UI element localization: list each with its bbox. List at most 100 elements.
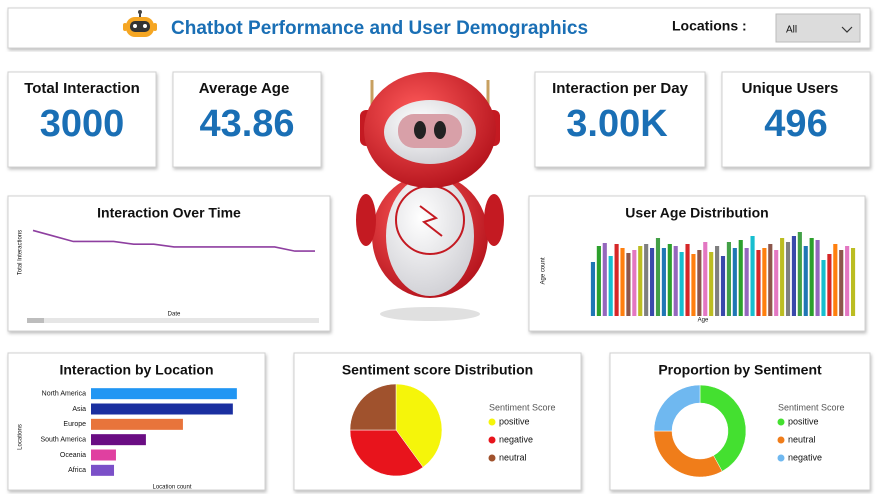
bar (91, 449, 116, 461)
bar (821, 260, 826, 316)
legend-marker (777, 436, 785, 444)
bar (667, 244, 672, 316)
pie-slice (349, 383, 397, 431)
bar (703, 242, 708, 316)
x-axis-label: Date (168, 312, 181, 318)
pie-slice (349, 429, 424, 477)
bar (762, 248, 767, 316)
legend-marker (488, 454, 496, 462)
bar (679, 252, 684, 316)
bar (732, 248, 737, 316)
donut-slice (653, 384, 701, 432)
bar (780, 238, 785, 316)
kpi-value: 496 (764, 103, 827, 145)
bar (791, 236, 797, 316)
y-tick-label: Oceania (60, 452, 86, 459)
legend-title: Sentiment Score (778, 402, 845, 412)
legend-label: negative (788, 452, 822, 462)
bar (845, 246, 850, 316)
card-box (172, 71, 322, 168)
filter-label: Locations : (672, 18, 747, 34)
y-tick-label: Asia (72, 406, 86, 413)
bar (644, 244, 649, 316)
legend-label: positive (788, 416, 819, 426)
bar (750, 236, 755, 316)
bar (697, 250, 702, 316)
card-box (721, 71, 871, 168)
y-tick-label: Africa (68, 467, 86, 474)
bar (726, 242, 731, 316)
bar (661, 248, 666, 316)
bar (685, 244, 690, 316)
kpi-label: Average Age (199, 80, 290, 97)
kpi-label: Unique Users (742, 80, 839, 97)
bar (815, 240, 820, 316)
legend-marker (488, 418, 496, 426)
bar (756, 250, 761, 316)
bar (91, 434, 146, 446)
chart-title: Proportion by Sentiment (658, 362, 822, 378)
legend-label: negative (499, 434, 533, 444)
legend-title: Sentiment Score (489, 402, 556, 412)
line-series (32, 229, 315, 252)
y-tick-label: North America (42, 391, 86, 398)
kpi-value: 3000 (40, 103, 125, 145)
kpi-value: 43.86 (199, 103, 294, 145)
bar (608, 256, 613, 316)
scrollbar (27, 318, 319, 323)
bar (632, 250, 637, 316)
kpi-label: Interaction per Day (552, 80, 689, 97)
bar (691, 254, 696, 316)
bar (626, 253, 631, 316)
scrollbar-thumb[interactable] (27, 318, 44, 323)
bar (809, 238, 814, 316)
y-tick-label: South America (40, 437, 86, 444)
kpi-card: Unique Users 496 (721, 71, 871, 168)
chart-title: User Age Distribution (625, 205, 768, 221)
legend-label: neutral (499, 452, 527, 462)
bar (91, 388, 237, 400)
bar (91, 464, 115, 476)
bar (785, 242, 791, 316)
dropdown-arrow[interactable] (841, 26, 853, 33)
kpi-card: Total Interaction 3000 (7, 71, 157, 168)
bar (620, 248, 625, 316)
bar (827, 254, 832, 316)
bar (803, 246, 808, 316)
bar (614, 244, 619, 316)
bar (91, 418, 183, 430)
bar (638, 246, 643, 316)
location-dropdown[interactable] (775, 13, 861, 43)
kpi-card: Interaction per Day 3.00K (534, 71, 706, 168)
y-axis-label: Total Interactions (18, 230, 24, 275)
chart-title: Sentiment score Distribution (342, 362, 533, 378)
donut-slice (699, 384, 747, 472)
card-box (7, 71, 157, 168)
pie-slice (395, 383, 443, 468)
legend-label: neutral (788, 434, 816, 444)
chart-panel (528, 195, 866, 332)
bar (91, 403, 233, 415)
dropdown-value[interactable]: All (786, 25, 797, 36)
card-box (534, 71, 706, 168)
kpi-value: 3.00K (566, 103, 668, 145)
bar (738, 240, 743, 316)
bar (596, 246, 601, 316)
bar (850, 248, 856, 316)
x-axis-label: Age (698, 318, 709, 324)
chart-title: Interaction Over Time (97, 205, 241, 221)
y-axis-label: Age count (541, 257, 547, 284)
legend-marker (777, 418, 785, 426)
bar (590, 262, 596, 316)
legend-label: positive (499, 416, 530, 426)
legend-marker (488, 436, 496, 444)
bar (715, 246, 720, 316)
bar (833, 244, 838, 316)
bar (655, 238, 661, 316)
robot-illustration (356, 72, 504, 321)
bar (774, 250, 779, 316)
bar (602, 243, 607, 316)
bot-icon (123, 10, 157, 37)
bar (673, 246, 678, 316)
